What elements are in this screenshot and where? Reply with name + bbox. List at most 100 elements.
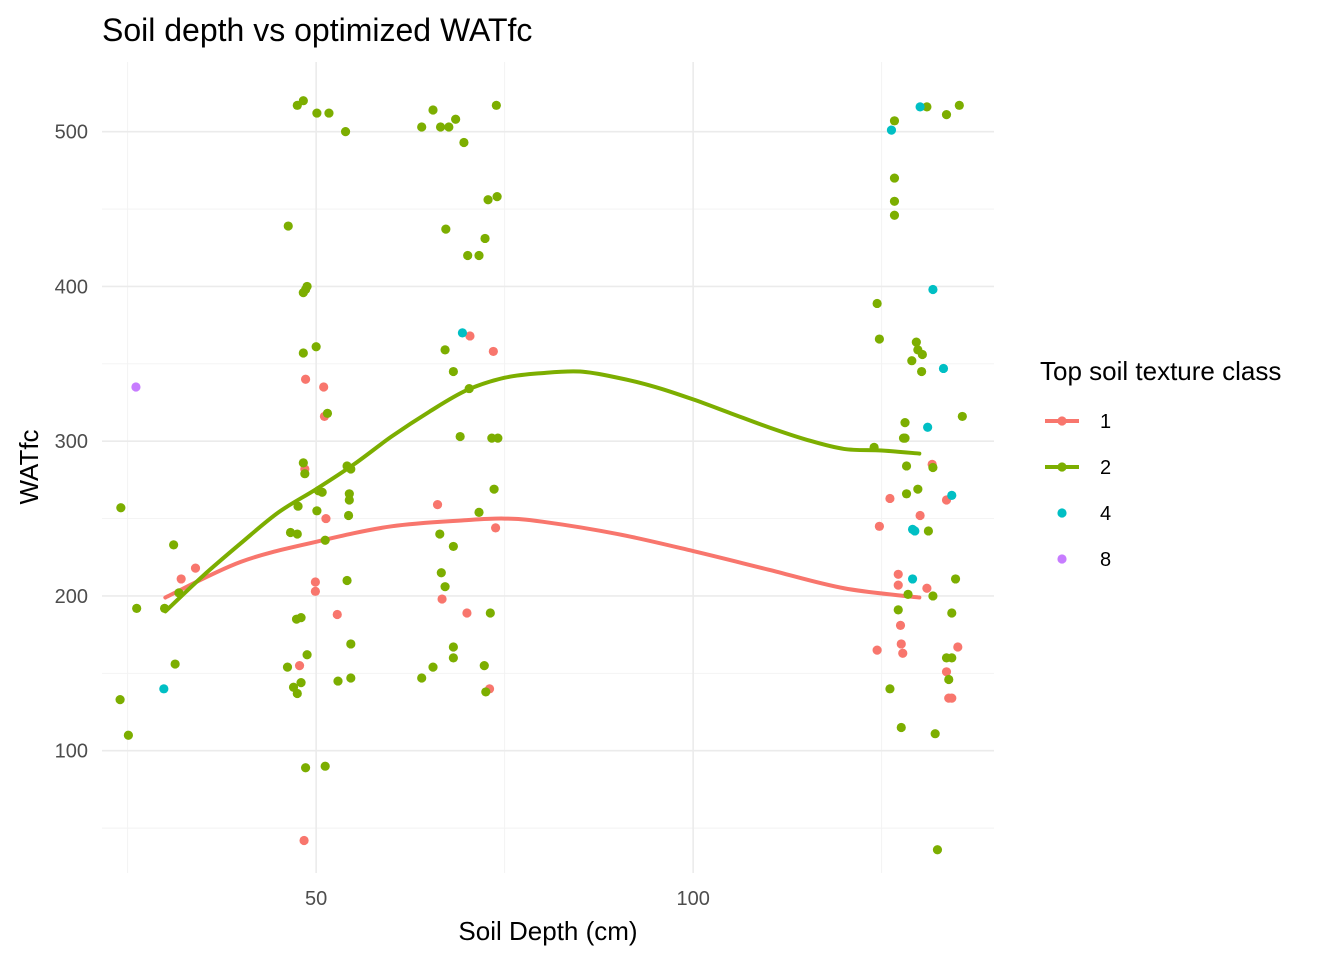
data-point-class-2	[441, 224, 451, 234]
data-point-class-2	[344, 495, 354, 505]
data-point-class-2	[123, 730, 133, 740]
data-point-class-2	[903, 589, 913, 600]
data-point-class-2	[283, 221, 293, 231]
data-point-class-2	[889, 196, 900, 206]
data-point-class-2	[300, 469, 310, 479]
data-point-class-2	[901, 489, 912, 499]
data-point-class-1	[490, 523, 501, 533]
data-point-class-1	[488, 346, 498, 357]
data-point-class-2	[928, 462, 938, 473]
data-points	[115, 96, 967, 855]
data-point-class-1	[299, 835, 309, 846]
grid-layer	[102, 62, 994, 873]
data-point-class-1	[872, 645, 882, 655]
data-point-class-2	[474, 507, 484, 517]
data-point-class-2	[296, 678, 306, 688]
data-point-class-2	[116, 503, 126, 513]
y-tick-label: 300	[55, 431, 88, 453]
data-point-class-2	[333, 676, 343, 686]
data-point-class-1	[332, 609, 342, 620]
data-point-class-1	[953, 642, 963, 652]
data-point-class-2	[296, 613, 306, 623]
data-point-class-1	[895, 620, 906, 630]
data-point-class-2	[917, 349, 927, 360]
data-point-class-2	[320, 535, 330, 545]
legend-point-key	[1057, 554, 1067, 564]
data-point-class-2	[417, 122, 427, 132]
x-axis-title: Soil Depth (cm)	[458, 916, 637, 946]
data-point-class-2	[492, 192, 502, 202]
data-point-class-2	[474, 250, 484, 261]
data-point-class-2	[317, 487, 327, 497]
data-point-class-2	[440, 582, 450, 592]
data-point-class-2	[302, 281, 312, 292]
data-point-class-2	[900, 418, 910, 428]
data-point-class-2	[901, 461, 912, 471]
data-point-class-2	[483, 195, 493, 205]
data-point-class-1	[885, 493, 895, 504]
data-point-class-8	[131, 382, 141, 392]
data-point-class-2	[932, 845, 943, 855]
smooth-lines	[163, 369, 922, 614]
y-tick-label: 100	[55, 741, 88, 763]
data-point-class-4	[915, 102, 925, 112]
data-point-class-4	[457, 328, 468, 338]
data-point-class-2	[417, 673, 427, 683]
data-point-class-1	[874, 521, 884, 531]
data-point-class-2	[947, 608, 957, 618]
data-point-class-2	[298, 458, 308, 468]
data-point-class-1	[922, 583, 932, 593]
data-point-class-2	[491, 100, 501, 110]
data-point-class-2	[947, 653, 957, 663]
data-point-class-2	[169, 540, 179, 550]
data-point-class-2	[322, 408, 333, 418]
data-point-class-2	[954, 100, 964, 110]
data-point-class-2	[346, 639, 356, 649]
data-point-class-2	[448, 541, 458, 552]
data-point-class-2	[448, 653, 458, 663]
legend-point-key	[1057, 462, 1067, 472]
x-tick-label: 100	[676, 888, 709, 910]
data-point-class-2	[342, 575, 352, 586]
data-point-class-2	[436, 568, 446, 578]
data-point-class-2	[132, 603, 142, 613]
data-point-class-2	[311, 342, 321, 352]
legend-entry-1: 1	[1045, 411, 1111, 433]
data-point-class-1	[437, 594, 447, 604]
data-point-class-4	[159, 684, 169, 694]
data-point-class-2	[896, 722, 906, 733]
data-point-class-2	[302, 650, 312, 660]
legend-entry-2: 2	[1045, 457, 1111, 479]
legend-entries: 1 2 4 8	[1045, 411, 1111, 571]
data-point-class-2	[448, 642, 458, 652]
legend: Top soil texture class 1 2 4 8	[1040, 356, 1281, 571]
y-axis-title: WATfc	[14, 429, 44, 504]
legend-point-key	[1057, 416, 1067, 426]
smooth-line-class-2	[163, 369, 922, 614]
data-point-class-2	[312, 506, 322, 516]
data-point-class-2	[911, 337, 921, 347]
data-point-class-2	[900, 433, 910, 443]
data-point-class-2	[174, 588, 184, 598]
data-point-class-2	[907, 356, 917, 366]
smooth-line-class-1	[163, 516, 922, 600]
data-point-class-2	[464, 383, 474, 394]
data-point-class-2	[170, 659, 180, 669]
data-point-class-2	[282, 662, 293, 672]
data-point-class-4	[886, 125, 897, 135]
data-point-class-2	[298, 348, 308, 358]
data-point-class-1	[321, 513, 331, 524]
data-point-class-2	[874, 334, 884, 344]
data-point-class-1	[893, 580, 903, 590]
data-point-class-1	[176, 574, 186, 584]
legend-title: Top soil texture class	[1040, 356, 1281, 386]
tick-labels: 100 200 300 400 500 50 100	[55, 122, 710, 910]
data-point-class-4	[938, 363, 949, 374]
y-tick-label: 400	[55, 276, 88, 298]
data-point-class-2	[324, 108, 334, 118]
legend-label: 4	[1100, 503, 1111, 525]
data-point-class-1	[190, 563, 201, 573]
data-point-class-2	[448, 366, 458, 377]
data-point-class-2	[944, 674, 954, 685]
